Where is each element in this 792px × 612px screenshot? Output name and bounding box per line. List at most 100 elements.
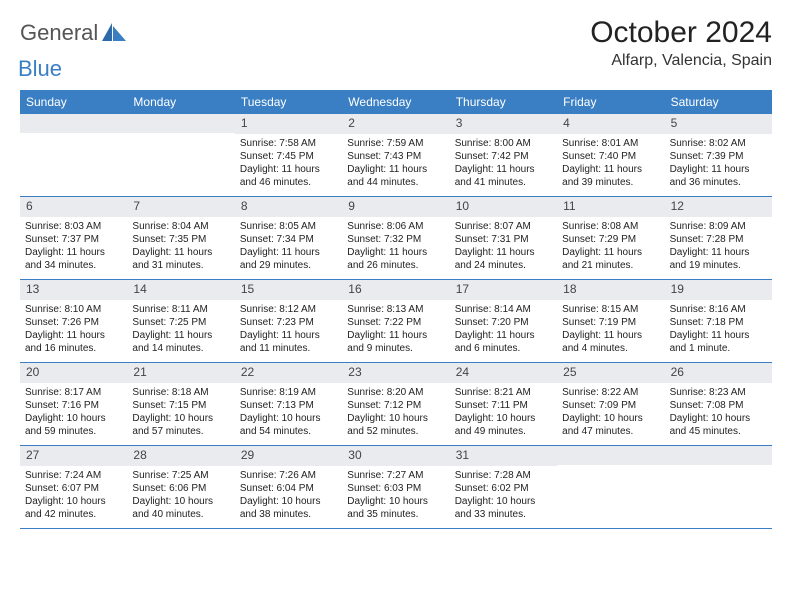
day-number: 23 [342,363,449,383]
sunset-text: Sunset: 7:23 PM [240,316,337,329]
day-details: Sunrise: 7:28 AMSunset: 6:02 PMDaylight:… [450,466,557,524]
day-cell: 25Sunrise: 8:22 AMSunset: 7:09 PMDayligh… [557,363,664,445]
daylight-text: Daylight: 10 hours and 47 minutes. [562,412,659,438]
empty-day-band [127,114,234,133]
day-cell: 21Sunrise: 8:18 AMSunset: 7:15 PMDayligh… [127,363,234,445]
sunrise-text: Sunrise: 8:16 AM [670,303,767,316]
day-cell: 5Sunrise: 8:02 AMSunset: 7:39 PMDaylight… [665,114,772,196]
day-cell: 14Sunrise: 8:11 AMSunset: 7:25 PMDayligh… [127,280,234,362]
day-cell: 31Sunrise: 7:28 AMSunset: 6:02 PMDayligh… [450,446,557,528]
calendar-body: 1Sunrise: 7:58 AMSunset: 7:45 PMDaylight… [20,114,772,529]
daylight-text: Daylight: 10 hours and 35 minutes. [347,495,444,521]
sunrise-text: Sunrise: 8:21 AM [455,386,552,399]
daylight-text: Daylight: 11 hours and 31 minutes. [132,246,229,272]
sunset-text: Sunset: 6:06 PM [132,482,229,495]
sunrise-text: Sunrise: 7:28 AM [455,469,552,482]
sunrise-text: Sunrise: 7:59 AM [347,137,444,150]
brand-text-blue: Blue [18,56,62,81]
day-number: 15 [235,280,342,300]
daylight-text: Daylight: 10 hours and 57 minutes. [132,412,229,438]
day-cell: 18Sunrise: 8:15 AMSunset: 7:19 PMDayligh… [557,280,664,362]
daylight-text: Daylight: 11 hours and 14 minutes. [132,329,229,355]
sunrise-text: Sunrise: 8:06 AM [347,220,444,233]
empty-day-band [665,446,772,465]
day-cell: 27Sunrise: 7:24 AMSunset: 6:07 PMDayligh… [20,446,127,528]
day-number: 3 [450,114,557,134]
sunrise-text: Sunrise: 8:03 AM [25,220,122,233]
sunset-text: Sunset: 7:20 PM [455,316,552,329]
day-number: 8 [235,197,342,217]
day-number: 20 [20,363,127,383]
sunset-text: Sunset: 7:26 PM [25,316,122,329]
sunset-text: Sunset: 7:11 PM [455,399,552,412]
day-number: 13 [20,280,127,300]
sunrise-text: Sunrise: 8:18 AM [132,386,229,399]
daylight-text: Daylight: 11 hours and 29 minutes. [240,246,337,272]
daylight-text: Daylight: 10 hours and 49 minutes. [455,412,552,438]
sunset-text: Sunset: 7:09 PM [562,399,659,412]
day-details: Sunrise: 8:06 AMSunset: 7:32 PMDaylight:… [342,217,449,275]
brand-logo: General [20,20,128,46]
day-cell: 6Sunrise: 8:03 AMSunset: 7:37 PMDaylight… [20,197,127,279]
day-details: Sunrise: 8:07 AMSunset: 7:31 PMDaylight:… [450,217,557,275]
daylight-text: Daylight: 11 hours and 34 minutes. [25,246,122,272]
sunrise-text: Sunrise: 8:04 AM [132,220,229,233]
sunset-text: Sunset: 7:35 PM [132,233,229,246]
day-cell [20,114,127,196]
day-details: Sunrise: 8:01 AMSunset: 7:40 PMDaylight:… [557,134,664,192]
day-details: Sunrise: 8:22 AMSunset: 7:09 PMDaylight:… [557,383,664,441]
sunset-text: Sunset: 7:43 PM [347,150,444,163]
day-number: 1 [235,114,342,134]
month-title: October 2024 [590,16,772,50]
day-cell: 24Sunrise: 8:21 AMSunset: 7:11 PMDayligh… [450,363,557,445]
day-cell: 2Sunrise: 7:59 AMSunset: 7:43 PMDaylight… [342,114,449,196]
sunrise-text: Sunrise: 8:15 AM [562,303,659,316]
sunset-text: Sunset: 7:22 PM [347,316,444,329]
day-details: Sunrise: 8:00 AMSunset: 7:42 PMDaylight:… [450,134,557,192]
sunrise-text: Sunrise: 8:02 AM [670,137,767,150]
daylight-text: Daylight: 10 hours and 42 minutes. [25,495,122,521]
brand-sail-icon [102,23,126,46]
sunrise-text: Sunrise: 8:09 AM [670,220,767,233]
day-number: 30 [342,446,449,466]
day-cell [665,446,772,528]
daylight-text: Daylight: 10 hours and 52 minutes. [347,412,444,438]
location-subtitle: Alfarp, Valencia, Spain [590,52,772,70]
day-details: Sunrise: 7:25 AMSunset: 6:06 PMDaylight:… [127,466,234,524]
day-number: 25 [557,363,664,383]
daylight-text: Daylight: 11 hours and 24 minutes. [455,246,552,272]
sunset-text: Sunset: 7:32 PM [347,233,444,246]
day-cell [557,446,664,528]
sunrise-text: Sunrise: 8:08 AM [562,220,659,233]
day-cell: 28Sunrise: 7:25 AMSunset: 6:06 PMDayligh… [127,446,234,528]
sunrise-text: Sunrise: 7:58 AM [240,137,337,150]
day-cell: 4Sunrise: 8:01 AMSunset: 7:40 PMDaylight… [557,114,664,196]
day-cell: 7Sunrise: 8:04 AMSunset: 7:35 PMDaylight… [127,197,234,279]
sunrise-text: Sunrise: 8:11 AM [132,303,229,316]
day-details: Sunrise: 8:11 AMSunset: 7:25 PMDaylight:… [127,300,234,358]
daylight-text: Daylight: 10 hours and 33 minutes. [455,495,552,521]
day-cell: 20Sunrise: 8:17 AMSunset: 7:16 PMDayligh… [20,363,127,445]
day-cell: 23Sunrise: 8:20 AMSunset: 7:12 PMDayligh… [342,363,449,445]
daylight-text: Daylight: 10 hours and 38 minutes. [240,495,337,521]
sunrise-text: Sunrise: 8:22 AM [562,386,659,399]
day-details: Sunrise: 8:02 AMSunset: 7:39 PMDaylight:… [665,134,772,192]
sunrise-text: Sunrise: 8:12 AM [240,303,337,316]
weekday-header: Thursday [450,90,557,114]
day-details: Sunrise: 8:18 AMSunset: 7:15 PMDaylight:… [127,383,234,441]
daylight-text: Daylight: 11 hours and 11 minutes. [240,329,337,355]
sunrise-text: Sunrise: 7:27 AM [347,469,444,482]
day-cell: 12Sunrise: 8:09 AMSunset: 7:28 PMDayligh… [665,197,772,279]
weekday-header-row: Sunday Monday Tuesday Wednesday Thursday… [20,90,772,114]
day-number: 31 [450,446,557,466]
daylight-text: Daylight: 11 hours and 4 minutes. [562,329,659,355]
sunset-text: Sunset: 7:28 PM [670,233,767,246]
week-row: 6Sunrise: 8:03 AMSunset: 7:37 PMDaylight… [20,197,772,280]
sunrise-text: Sunrise: 8:01 AM [562,137,659,150]
day-details: Sunrise: 8:09 AMSunset: 7:28 PMDaylight:… [665,217,772,275]
day-details: Sunrise: 7:58 AMSunset: 7:45 PMDaylight:… [235,134,342,192]
weekday-header: Monday [127,90,234,114]
daylight-text: Daylight: 11 hours and 46 minutes. [240,163,337,189]
week-row: 1Sunrise: 7:58 AMSunset: 7:45 PMDaylight… [20,114,772,197]
day-number: 17 [450,280,557,300]
